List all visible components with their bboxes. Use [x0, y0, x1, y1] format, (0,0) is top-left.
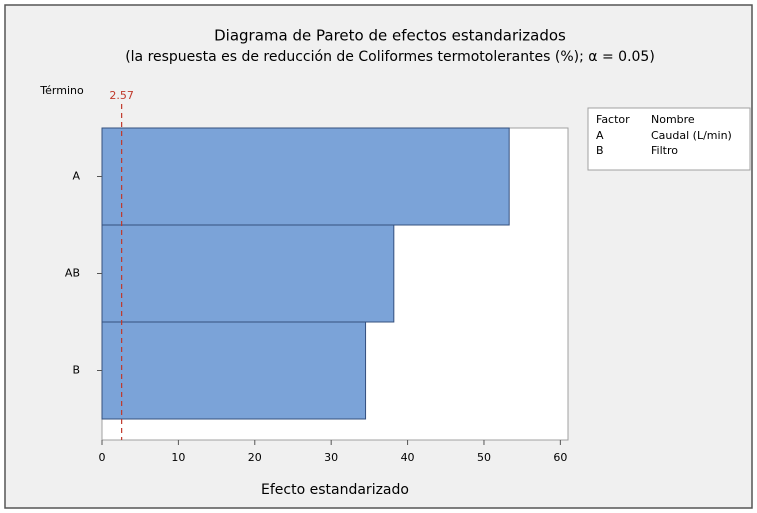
reference-label: 2.57: [109, 89, 134, 102]
legend-box: [587, 107, 751, 171]
x-tick-label: 50: [477, 451, 491, 464]
x-tick-label: 60: [553, 451, 567, 464]
bar: [101, 127, 510, 226]
bar: [101, 224, 395, 323]
legend-cell: Caudal (L/min): [651, 129, 732, 142]
chart-title: Diagrama de Pareto de efectos estandariz…: [214, 27, 566, 45]
x-tick-label: 0: [99, 451, 106, 464]
legend-header: Factor: [596, 113, 630, 126]
y-tick-label: AB: [65, 267, 80, 280]
bar: [101, 321, 367, 420]
legend-cell: B: [596, 144, 604, 157]
x-axis-label: Efecto estandarizado: [261, 482, 409, 498]
legend-cell: Filtro: [651, 144, 678, 157]
chart-subtitle: (la respuesta es de reducción de Colifor…: [125, 49, 655, 65]
x-tick-label: 30: [324, 451, 338, 464]
y-tick-label: B: [72, 364, 80, 377]
y-tick-label: A: [72, 170, 80, 183]
x-tick-label: 40: [401, 451, 415, 464]
x-tick-label: 10: [171, 451, 185, 464]
legend-cell: A: [596, 129, 604, 142]
x-tick-label: 20: [248, 451, 262, 464]
y-axis-label: Término: [39, 84, 84, 97]
legend-header: Nombre: [651, 113, 695, 126]
